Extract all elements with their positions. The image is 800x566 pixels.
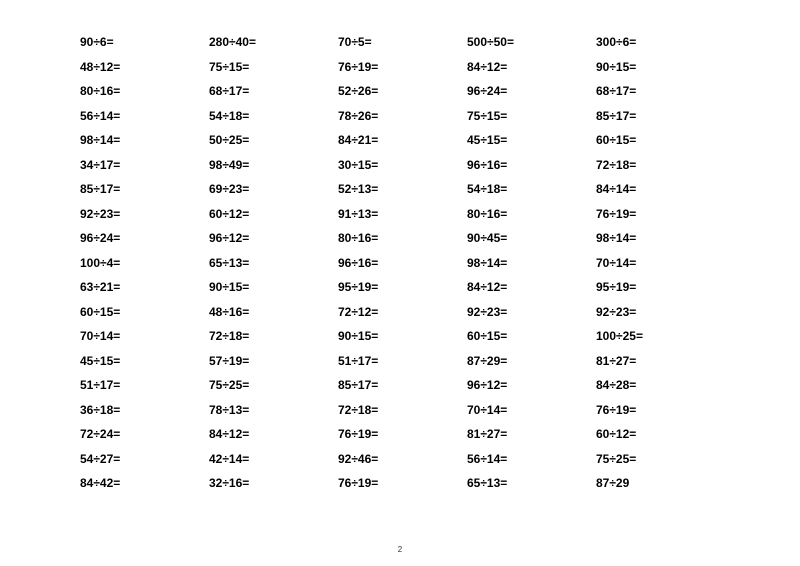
problem-cell: 75÷15= bbox=[209, 60, 333, 74]
problem-cell: 76÷19= bbox=[338, 60, 462, 74]
problem-cell: 96÷24= bbox=[467, 84, 591, 98]
problem-cell: 78÷13= bbox=[209, 403, 333, 417]
problem-cell: 72÷18= bbox=[596, 158, 720, 172]
problem-cell: 48÷12= bbox=[80, 60, 204, 74]
page-number: 2 bbox=[398, 545, 402, 554]
problem-cell: 85÷17= bbox=[80, 182, 204, 196]
problem-cell: 75÷25= bbox=[209, 378, 333, 392]
problem-cell: 52÷26= bbox=[338, 84, 462, 98]
problem-cell: 95÷19= bbox=[338, 280, 462, 294]
problem-cell: 84÷12= bbox=[467, 280, 591, 294]
problem-cell: 75÷15= bbox=[467, 109, 591, 123]
problem-cell: 84÷42= bbox=[80, 476, 204, 490]
problem-cell: 90÷6= bbox=[80, 35, 204, 49]
problem-cell: 30÷15= bbox=[338, 158, 462, 172]
problem-cell: 69÷23= bbox=[209, 182, 333, 196]
problem-cell: 92÷23= bbox=[596, 305, 720, 319]
problem-cell: 90÷45= bbox=[467, 231, 591, 245]
problem-cell: 60÷12= bbox=[209, 207, 333, 221]
problem-cell: 45÷15= bbox=[80, 354, 204, 368]
problem-cell: 68÷17= bbox=[209, 84, 333, 98]
problem-cell: 51÷17= bbox=[338, 354, 462, 368]
problem-cell: 72÷18= bbox=[338, 403, 462, 417]
problem-cell: 76÷19= bbox=[338, 427, 462, 441]
problem-cell: 90÷15= bbox=[209, 280, 333, 294]
problem-cell: 56÷14= bbox=[80, 109, 204, 123]
problem-cell: 70÷14= bbox=[467, 403, 591, 417]
problem-cell: 65÷13= bbox=[467, 476, 591, 490]
problem-cell: 84÷28= bbox=[596, 378, 720, 392]
problem-cell: 72÷12= bbox=[338, 305, 462, 319]
problem-cell: 84÷12= bbox=[467, 60, 591, 74]
problem-cell: 92÷23= bbox=[80, 207, 204, 221]
problem-cell: 63÷21= bbox=[80, 280, 204, 294]
page-container: 90÷6= 280÷40= 70÷5= 500÷50= 300÷6= 48÷12= 75÷1… bbox=[0, 0, 800, 566]
problem-cell: 84÷12= bbox=[209, 427, 333, 441]
problem-cell: 96÷12= bbox=[467, 378, 591, 392]
problem-cell: 98÷14= bbox=[80, 133, 204, 147]
problem-cell: 34÷17= bbox=[80, 158, 204, 172]
problem-cell: 81÷27= bbox=[596, 354, 720, 368]
problem-cell: 60÷15= bbox=[596, 133, 720, 147]
problem-cell: 280÷40= bbox=[209, 35, 333, 49]
problem-cell: 48÷16= bbox=[209, 305, 333, 319]
problem-cell: 92÷46= bbox=[338, 452, 462, 466]
problem-cell: 95÷19= bbox=[596, 280, 720, 294]
problem-cell: 52÷13= bbox=[338, 182, 462, 196]
problem-cell: 72÷18= bbox=[209, 329, 333, 343]
problem-cell: 98÷14= bbox=[596, 231, 720, 245]
problem-cell: 65÷13= bbox=[209, 256, 333, 270]
problem-cell: 80÷16= bbox=[467, 207, 591, 221]
problem-cell: 70÷14= bbox=[596, 256, 720, 270]
problem-cell: 90÷15= bbox=[338, 329, 462, 343]
problem-cell: 56÷14= bbox=[467, 452, 591, 466]
problem-cell: 76÷19= bbox=[596, 403, 720, 417]
problem-cell: 50÷25= bbox=[209, 133, 333, 147]
problem-cell: 300÷6= bbox=[596, 35, 720, 49]
problem-cell: 96÷12= bbox=[209, 231, 333, 245]
problem-cell: 76÷19= bbox=[338, 476, 462, 490]
problem-cell: 51÷17= bbox=[80, 378, 204, 392]
problem-cell: 96÷16= bbox=[338, 256, 462, 270]
worksheet-grid: 90÷6= 280÷40= 70÷5= 500÷50= 300÷6= 48÷12= 75÷1… bbox=[80, 35, 720, 490]
problem-cell: 60÷12= bbox=[596, 427, 720, 441]
problem-cell: 90÷15= bbox=[596, 60, 720, 74]
problem-cell: 80÷16= bbox=[338, 231, 462, 245]
problem-cell: 60÷15= bbox=[467, 329, 591, 343]
problem-cell: 54÷27= bbox=[80, 452, 204, 466]
problem-cell: 92÷23= bbox=[467, 305, 591, 319]
problem-cell: 80÷16= bbox=[80, 84, 204, 98]
problem-cell: 96÷24= bbox=[80, 231, 204, 245]
problem-cell: 60÷15= bbox=[80, 305, 204, 319]
problem-cell: 87÷29 bbox=[596, 476, 720, 490]
problem-cell: 85÷17= bbox=[338, 378, 462, 392]
problem-cell: 70÷14= bbox=[80, 329, 204, 343]
problem-cell: 68÷17= bbox=[596, 84, 720, 98]
problem-cell: 96÷16= bbox=[467, 158, 591, 172]
problem-cell: 500÷50= bbox=[467, 35, 591, 49]
problem-cell: 98÷49= bbox=[209, 158, 333, 172]
problem-cell: 54÷18= bbox=[467, 182, 591, 196]
problem-cell: 70÷5= bbox=[338, 35, 462, 49]
problem-cell: 57÷19= bbox=[209, 354, 333, 368]
problem-cell: 100÷4= bbox=[80, 256, 204, 270]
problem-cell: 42÷14= bbox=[209, 452, 333, 466]
problem-cell: 87÷29= bbox=[467, 354, 591, 368]
problem-cell: 72÷24= bbox=[80, 427, 204, 441]
problem-cell: 78÷26= bbox=[338, 109, 462, 123]
problem-cell: 98÷14= bbox=[467, 256, 591, 270]
problem-cell: 100÷25= bbox=[596, 329, 720, 343]
problem-cell: 85÷17= bbox=[596, 109, 720, 123]
problem-cell: 84÷21= bbox=[338, 133, 462, 147]
problem-cell: 45÷15= bbox=[467, 133, 591, 147]
problem-cell: 54÷18= bbox=[209, 109, 333, 123]
problem-cell: 36÷18= bbox=[80, 403, 204, 417]
problem-cell: 75÷25= bbox=[596, 452, 720, 466]
problem-cell: 81÷27= bbox=[467, 427, 591, 441]
problem-cell: 84÷14= bbox=[596, 182, 720, 196]
problem-cell: 76÷19= bbox=[596, 207, 720, 221]
problem-cell: 91÷13= bbox=[338, 207, 462, 221]
problem-cell: 32÷16= bbox=[209, 476, 333, 490]
